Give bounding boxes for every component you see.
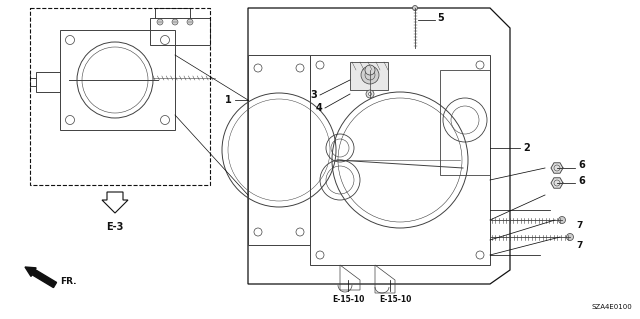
Text: E-15-10: E-15-10 [379, 295, 411, 304]
Text: 1: 1 [225, 95, 232, 105]
Text: 6: 6 [578, 176, 585, 186]
Bar [310, 55, 490, 265]
Text: 3: 3 [310, 90, 317, 100]
Text: 5: 5 [437, 13, 444, 23]
Bar [30, 8, 210, 185]
Bar [350, 62, 388, 90]
Circle shape [566, 234, 573, 241]
Circle shape [365, 65, 375, 75]
Polygon shape [102, 192, 128, 213]
Circle shape [413, 5, 417, 11]
Circle shape [172, 19, 178, 25]
Circle shape [187, 19, 193, 25]
Polygon shape [551, 178, 563, 188]
Text: E-3: E-3 [106, 222, 124, 232]
FancyArrow shape [25, 267, 56, 287]
Polygon shape [551, 163, 563, 173]
Text: E-15-10: E-15-10 [332, 295, 364, 304]
Circle shape [157, 19, 163, 25]
Bar [248, 55, 310, 245]
Circle shape [366, 90, 374, 98]
Text: 2: 2 [523, 143, 530, 153]
Text: SZA4E0100: SZA4E0100 [591, 304, 632, 310]
Text: 6: 6 [578, 160, 585, 170]
Text: FR.: FR. [60, 278, 77, 286]
Circle shape [361, 66, 379, 84]
Circle shape [369, 93, 371, 95]
Circle shape [559, 217, 566, 224]
Text: 4: 4 [316, 103, 322, 113]
Text: 7: 7 [576, 241, 582, 249]
Text: 7: 7 [576, 220, 582, 229]
